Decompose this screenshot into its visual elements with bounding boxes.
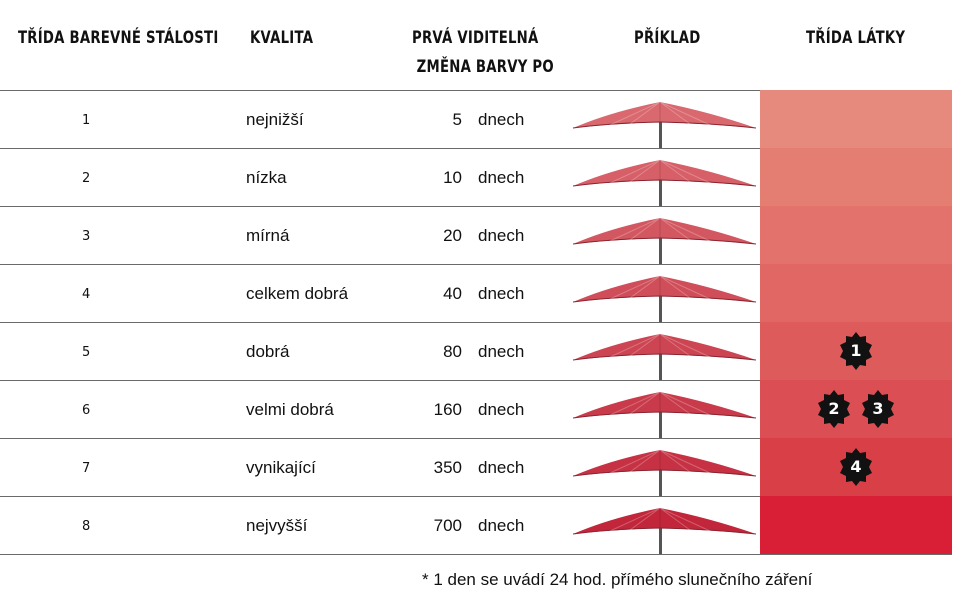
days-value: 40 [443,284,462,303]
fabric-class-swatch [760,380,952,438]
table-row: 2 nízka 10 dnech [0,148,952,206]
umbrella-icon [572,449,757,496]
fabric-class-swatch [760,148,952,206]
quality-value: vynikající [246,458,316,477]
quality-value: nejvyšší [246,516,308,535]
table-row: 8 nejvyšší 700 dnech [0,496,952,554]
fastness-class-value: 1 [82,113,91,128]
fastness-class-value: 7 [82,461,91,476]
header-example: PŘÍKLAD [634,28,701,48]
diamond-badge-icon [840,448,872,486]
badge-number: 3 [872,399,884,418]
quality-value: mírná [246,226,290,245]
days-unit: dnech [478,168,525,187]
fabric-badges: 4 [760,438,952,496]
quality-value: velmi dobrá [246,400,334,419]
fabric-badge: 1 [836,331,876,371]
row-divider [0,438,952,439]
umbrella-icon [572,275,757,322]
header-first-change-line1: PRVÁ VIDITELNÁ [412,28,539,48]
quality-value: celkem dobrá [246,284,349,303]
fabric-class-swatch [760,264,952,322]
days-value: 350 [433,458,462,477]
fabric-badge: 2 [814,389,854,429]
fabric-badges: 1 [760,322,952,380]
fastness-class-value: 5 [82,345,91,360]
days-value: 10 [443,168,462,187]
umbrella-icon [572,507,757,554]
umbrella-icon [572,217,757,264]
footnote: * 1 den se uvádí 24 hod. přímého slunečn… [422,570,813,589]
days-unit: dnech [478,458,525,477]
days-unit: dnech [478,284,525,303]
days-unit: dnech [478,516,525,535]
fabric-class-swatch [760,90,952,148]
row-divider [0,496,952,497]
table-row: 6 velmi dobrá 160 dnech 2 3 [0,380,952,438]
days-unit: dnech [478,110,525,129]
row-divider [0,380,952,381]
days-value: 80 [443,342,462,361]
quality-value: nízka [246,168,287,187]
umbrella-icon [572,101,757,148]
umbrella-icon [572,391,757,438]
umbrella-icon [572,159,757,206]
quality-value: nejnižší [246,110,304,129]
days-unit: dnech [478,400,525,419]
fastness-class-value: 4 [82,287,91,302]
fabric-badge: 3 [858,389,898,429]
row-divider [0,90,952,91]
row-divider [0,264,952,265]
header-fabric-class: TŘÍDA LÁTKY [806,28,906,48]
row-divider [0,554,952,555]
fastness-class-value: 6 [82,403,91,418]
fabric-class-swatch [760,496,952,554]
header-first-change: PRVÁ VIDITELNÁ ZMĚNA BARVY PO [412,24,554,82]
days-unit: dnech [478,342,525,361]
days-value: 700 [433,516,462,535]
badge-number: 4 [850,457,862,476]
fabric-badge: 4 [836,447,876,487]
fastness-class-value: 2 [82,171,91,186]
diamond-badge-icon [840,332,872,370]
fastness-class-value: 3 [82,229,91,244]
table-row: 4 celkem dobrá 40 dnech [0,264,952,322]
table-row: 5 dobrá 80 dnech 1 [0,322,952,380]
days-value: 20 [443,226,462,245]
diamond-badge-icon [862,390,894,428]
header-quality: KVALITA [250,28,314,48]
table-row: 1 nejnižší 5 dnech [0,90,952,148]
header-fastness-class: TŘÍDA BAREVNÉ STÁLOSTI [18,28,219,48]
fastness-class-value: 8 [82,519,91,534]
umbrella-icon [572,333,757,380]
row-divider [0,322,952,323]
badge-number: 2 [828,399,840,418]
badge-number: 1 [850,341,862,360]
days-value: 160 [433,400,462,419]
table-row: 3 mírná 20 dnech [0,206,952,264]
diamond-badge-icon [818,390,850,428]
days-value: 5 [452,110,462,129]
row-divider [0,206,952,207]
header-first-change-line2: ZMĚNA BARVY PO [416,57,554,77]
table-row: 7 vynikající 350 dnech 4 [0,438,952,496]
days-unit: dnech [478,226,525,245]
fabric-class-swatch [760,206,952,264]
row-divider [0,148,952,149]
quality-value: dobrá [246,342,290,361]
